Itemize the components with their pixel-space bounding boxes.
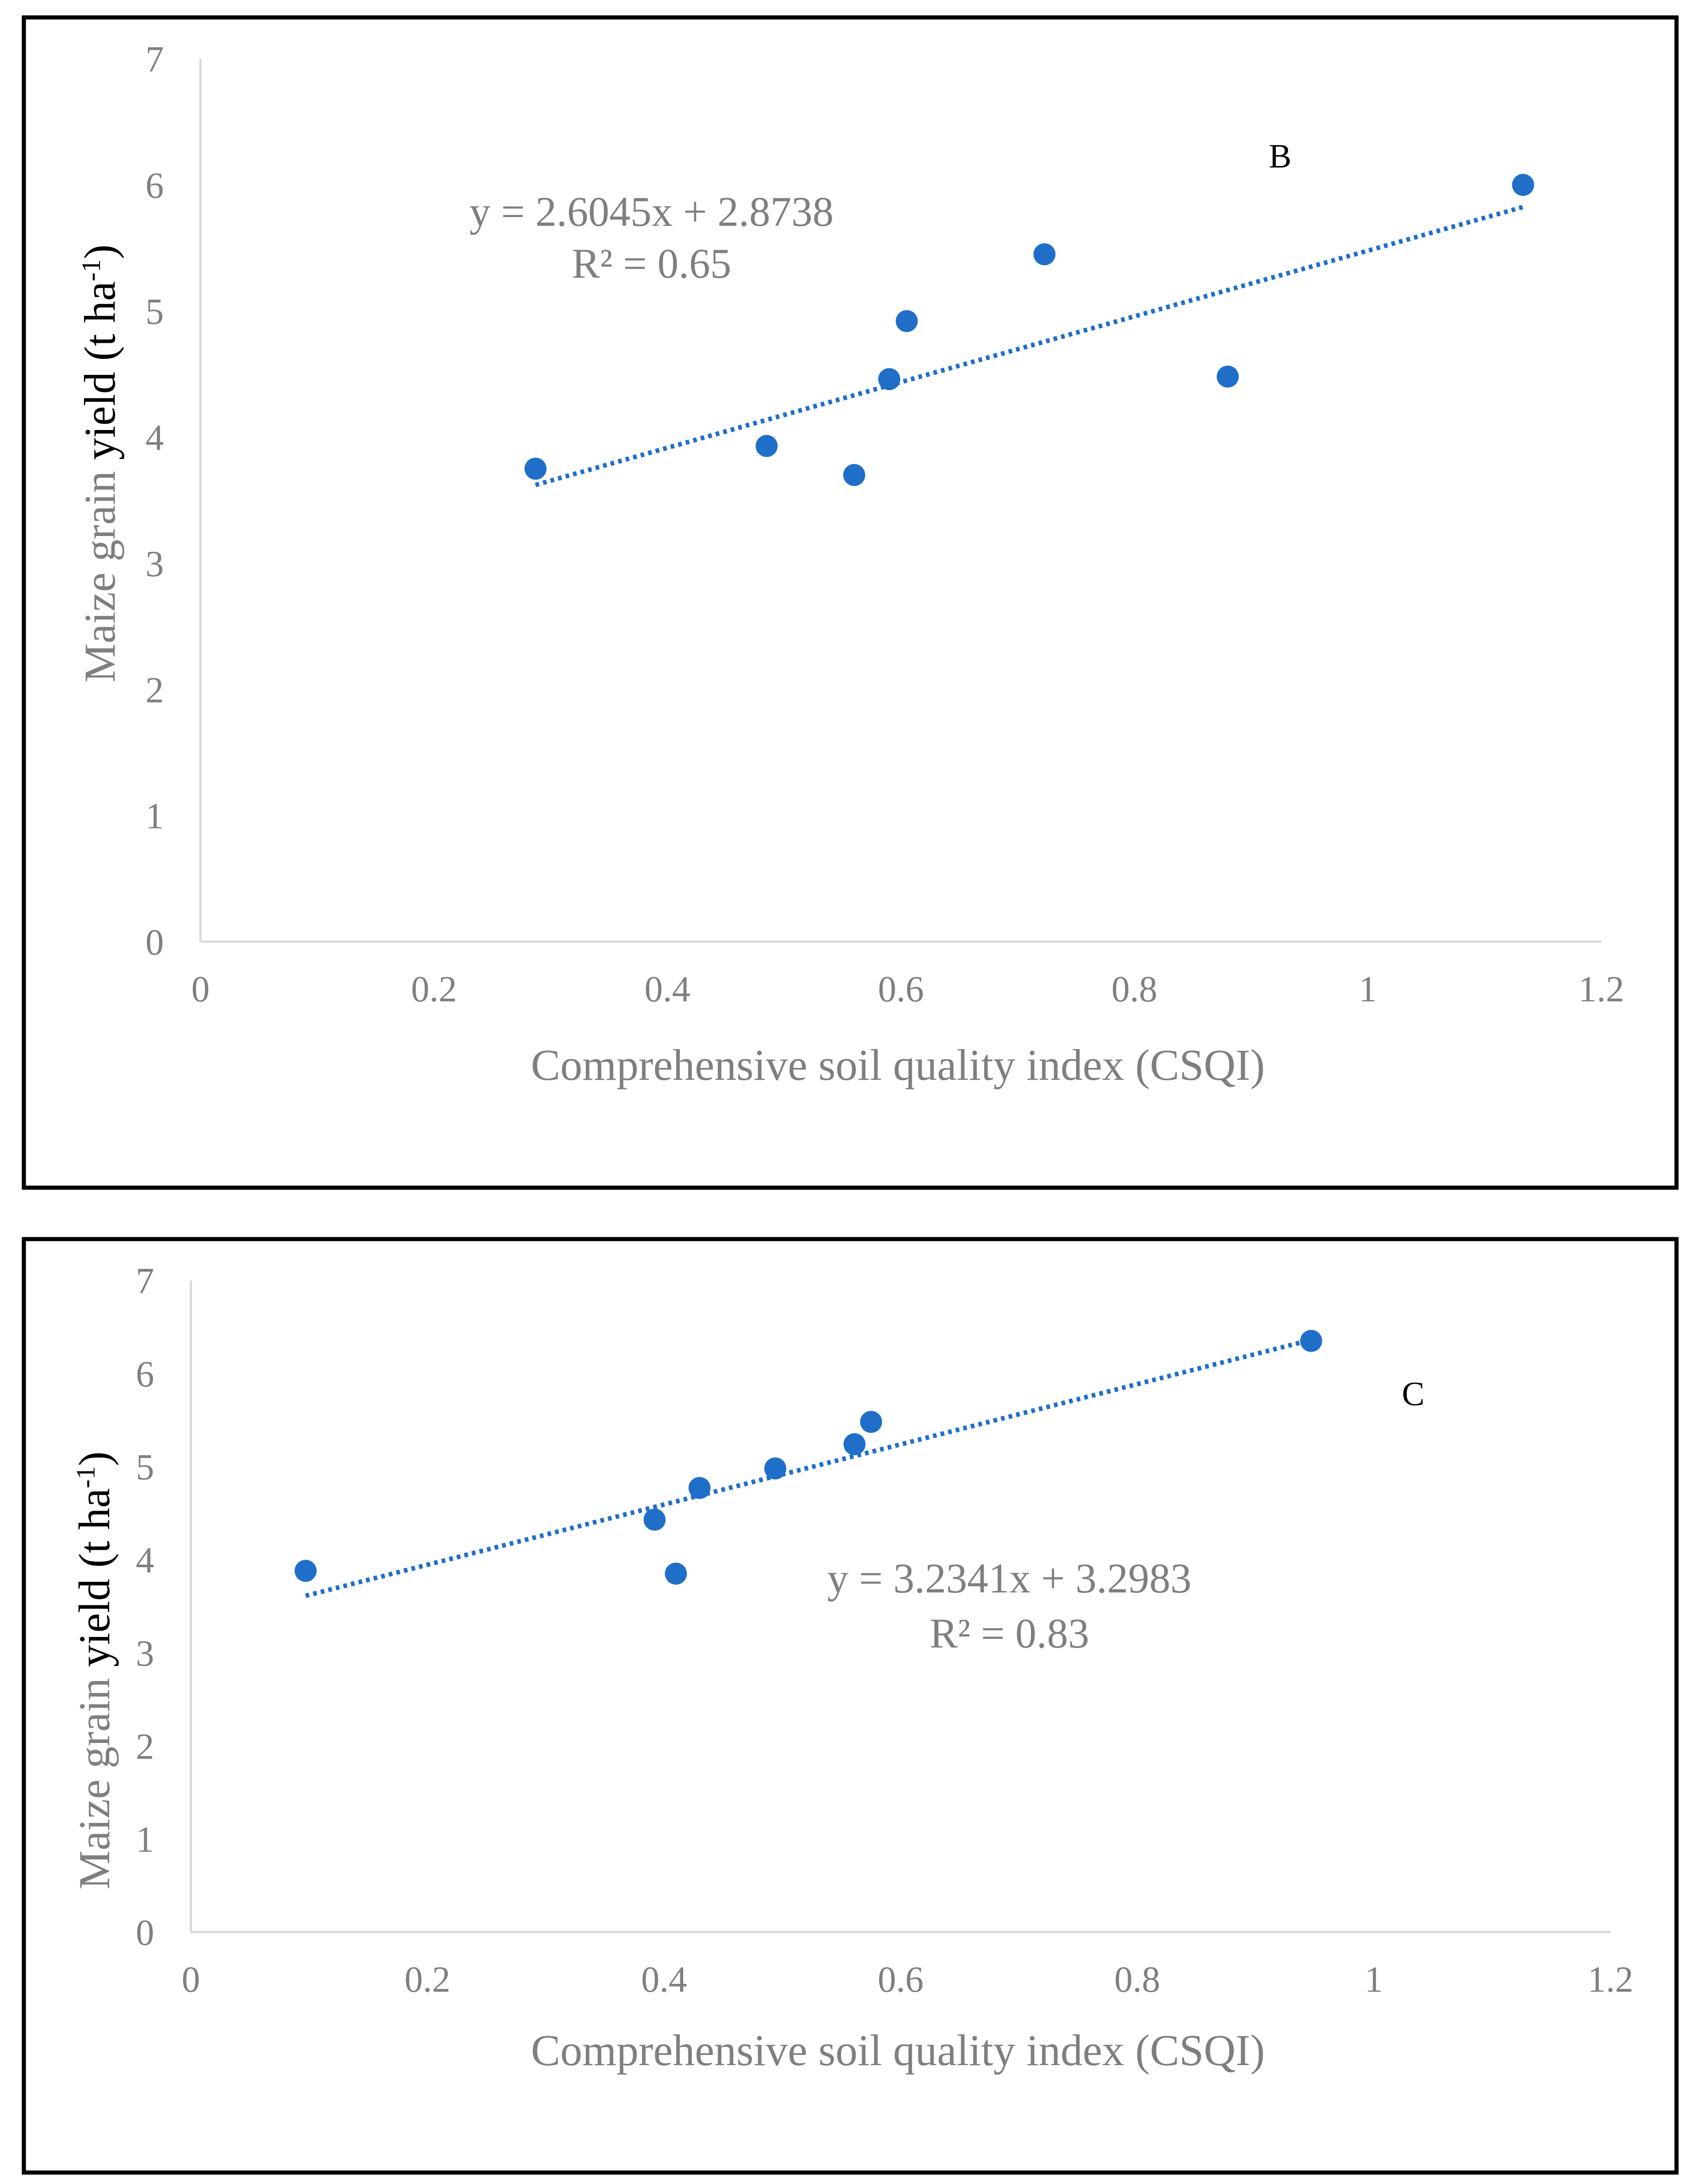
- r-squared-label: R² = 0.65: [572, 240, 731, 287]
- data-point: [755, 435, 778, 457]
- y-tick-label: 1: [136, 1820, 154, 1860]
- y-axis-title-main: Maize grain: [75, 460, 124, 682]
- data-point: [1216, 365, 1239, 388]
- data-point: [860, 1411, 882, 1433]
- y-tick-label: 0: [136, 1913, 154, 1953]
- data-point: [878, 368, 901, 391]
- panel-frame: [22, 1237, 1679, 2175]
- x-tick-label: 1.2: [1588, 1960, 1633, 2000]
- x-tick-label: 0.6: [878, 969, 924, 1010]
- y-tick-label: 5: [136, 1447, 154, 1488]
- trendline-equation: y = 2.6045x + 2.8738: [469, 188, 834, 235]
- y-axis-title-emph: yield: [70, 1579, 119, 1667]
- x-tick-label: 0.8: [1111, 969, 1157, 1010]
- data-point: [643, 1508, 666, 1531]
- y-tick-label: 3: [136, 1633, 154, 1674]
- y-axis-title-sup: -1: [76, 259, 106, 281]
- x-tick-labels: 0 0.2 0.4 0.6 0.8 1 1.2: [182, 1960, 1633, 2000]
- x-tick-label: 0.2: [411, 969, 457, 1010]
- y-axis-title-unit: (t ha: [70, 1488, 119, 1579]
- x-axis-title: Comprehensive soil quality index (CSQI): [531, 1040, 1265, 1089]
- y-axis-title-close: ): [75, 245, 124, 259]
- data-point: [688, 1477, 711, 1499]
- data-point: [896, 310, 918, 332]
- y-tick-label: 2: [136, 1726, 154, 1767]
- y-tick-labels: 0 1 2 3 4 5 6 7: [136, 1261, 154, 1953]
- x-tick-label: 1: [1365, 1960, 1383, 2000]
- y-tick-label: 7: [136, 1261, 154, 1301]
- y-tick-label: 1: [145, 796, 164, 837]
- data-point: [295, 1559, 317, 1582]
- x-tick-label: 0.4: [641, 1960, 687, 2000]
- y-axis-title-main: Maize grain: [70, 1667, 119, 1889]
- axes-group: [199, 59, 1601, 943]
- x-axis-title: Comprehensive soil quality index (CSQI): [531, 2026, 1265, 2075]
- r-squared-label: R² = 0.83: [930, 1610, 1089, 1657]
- y-tick-label: 5: [145, 292, 164, 332]
- y-tick-label: 4: [145, 418, 164, 458]
- panel-frame: [22, 15, 1679, 1190]
- data-points: [524, 173, 1534, 486]
- chart-panel-b: 0 0.2 0.4 0.6 0.8 1 1.2 0 1 2 3 4 5 6 7 Comprehensive…: [22, 15, 1679, 1190]
- x-tick-label: 0.8: [1114, 1960, 1160, 2000]
- y-tick-label: 6: [136, 1354, 154, 1395]
- y-tick-label: 0: [145, 922, 164, 963]
- y-axis-title-emph: yield: [75, 372, 124, 460]
- axes-group: [189, 1280, 1610, 1933]
- y-axis-title: Maize grain yield (t ha-1): [75, 245, 124, 683]
- x-tick-label: 0: [182, 1960, 200, 2000]
- x-tick-label: 0.4: [645, 969, 691, 1010]
- y-tick-label: 7: [145, 39, 164, 80]
- data-point: [665, 1563, 687, 1585]
- x-tick-label: 0.6: [878, 1960, 924, 2000]
- y-tick-label: 6: [145, 166, 164, 206]
- y-tick-label: 3: [145, 544, 164, 584]
- y-axis-title-unit: (t ha: [75, 281, 124, 372]
- panel-letter: B: [1269, 138, 1291, 175]
- y-axis-title-sup: -1: [71, 1466, 100, 1488]
- x-tick-label: 1.2: [1578, 969, 1624, 1010]
- data-points: [295, 1329, 1322, 1585]
- trendline-equation: y = 3.2341x + 3.2983: [827, 1555, 1192, 1602]
- data-point: [764, 1457, 786, 1480]
- y-tick-labels: 0 1 2 3 4 5 6 7: [145, 39, 164, 963]
- data-point: [524, 458, 547, 480]
- trendline: [305, 1337, 1312, 1598]
- panel-letter: C: [1402, 1375, 1424, 1413]
- data-point: [1512, 173, 1534, 196]
- data-point: [1300, 1329, 1322, 1352]
- y-tick-label: 4: [136, 1541, 154, 1581]
- x-tick-label: 1: [1359, 969, 1377, 1010]
- y-axis-title-close: ): [70, 1452, 119, 1466]
- chart-panel-c: 0 0.2 0.4 0.6 0.8 1 1.2 0 1 2 3 4 5 6 7 Comprehensive…: [22, 1237, 1679, 2175]
- x-tick-label: 0.2: [405, 1960, 451, 2000]
- x-tick-label: 0: [191, 969, 210, 1010]
- x-tick-labels: 0 0.2 0.4 0.6 0.8 1 1.2: [191, 969, 1624, 1010]
- data-point: [1033, 243, 1056, 266]
- y-axis-title: Maize grain yield (t ha-1): [70, 1452, 119, 1890]
- data-point: [843, 464, 865, 486]
- data-point: [843, 1433, 866, 1456]
- y-tick-label: 2: [145, 670, 164, 710]
